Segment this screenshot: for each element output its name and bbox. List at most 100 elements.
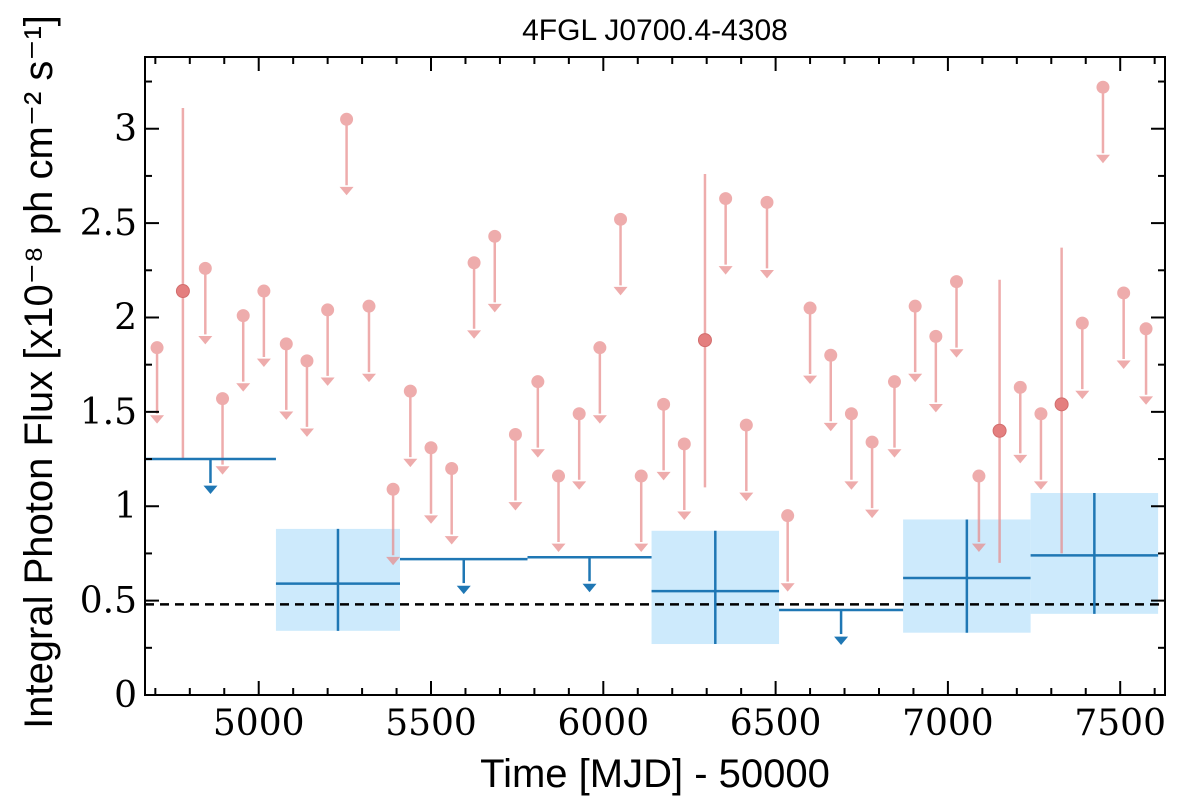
yearly-upper-limit-head [456, 585, 471, 595]
upper-limit-arrow-head [424, 515, 439, 524]
y-tick-label: 0 [114, 675, 137, 716]
upper-limit-arrow-head [236, 383, 251, 392]
upper-limit-arrow-head [299, 428, 314, 437]
upper-limit-arrow-head [1116, 360, 1131, 369]
upper-limit-arrow-head [487, 303, 502, 313]
upper-limit-point [445, 461, 459, 475]
upper-limit-arrow-head [780, 583, 795, 592]
upper-limit-arrow-head [718, 266, 733, 275]
detection-point [697, 333, 712, 348]
upper-limit-point [488, 229, 502, 243]
upper-limit-point [908, 299, 922, 313]
upper-limit-arrow-head [150, 415, 165, 424]
upper-limit-arrow-head [403, 458, 418, 468]
upper-limit-arrow-head [656, 471, 671, 481]
upper-limit-arrow-head [592, 415, 607, 424]
yearly-upper-limit-head [203, 485, 218, 495]
upper-limit-arrow-head [908, 373, 923, 383]
upper-limit-arrow-head [844, 481, 859, 490]
upper-limit-arrow-head [634, 543, 649, 553]
upper-limit-point [236, 309, 250, 323]
y-tick-label: 2 [114, 297, 137, 338]
fine-bin-series [150, 80, 1154, 592]
upper-limit-arrow-head [823, 422, 838, 432]
upper-limit-arrow-head [256, 358, 271, 368]
upper-limit-arrow-head [949, 349, 964, 358]
yearly-upper-limit-head [582, 583, 597, 593]
upper-limit-point [719, 192, 733, 206]
upper-limit-point [929, 329, 943, 343]
upper-limit-point [657, 397, 671, 411]
upper-limit-point [1117, 286, 1131, 300]
upper-limit-arrow-head [1139, 396, 1154, 405]
upper-limit-point [1096, 80, 1110, 94]
upper-limit-arrow-head [759, 269, 774, 279]
upper-limit-arrow-head [928, 403, 943, 413]
x-tick-label: 6000 [557, 703, 649, 744]
upper-limit-arrow-head [613, 286, 628, 296]
y-tick-label: 0.5 [80, 581, 137, 622]
upper-limit-point [739, 418, 753, 432]
chart-title: 4FGL J0700.4-4308 [522, 14, 788, 47]
upper-limit-arrow-head [572, 481, 587, 490]
upper-limit-point [614, 212, 628, 226]
upper-limit-arrow-head [361, 373, 376, 383]
yearly-upper-limit-head [834, 636, 849, 646]
x-axis-title: Time [MJD] - 50000 [480, 752, 830, 796]
upper-limit-point [362, 299, 376, 313]
x-tick-label: 7500 [1074, 703, 1166, 744]
axis-tick-labels: 5000 5500 6000 6500 7000 7500 0 0.5 1 1.5 2 2.5 3 [80, 109, 1166, 744]
upper-limit-point [1139, 322, 1153, 336]
detection-point [992, 423, 1007, 438]
upper-limit-point [824, 348, 838, 362]
upper-limit-arrow-head [551, 543, 566, 553]
upper-limit-point [1013, 380, 1027, 394]
upper-limit-arrow-head [803, 375, 818, 385]
upper-limit-arrow-head [215, 466, 230, 475]
upper-limit-arrow-head [739, 492, 754, 502]
upper-limit-point [803, 301, 817, 315]
upper-limit-point [424, 441, 438, 455]
upper-limit-point [386, 482, 400, 496]
upper-limit-arrow-head [467, 330, 482, 339]
upper-limit-point [321, 303, 335, 317]
upper-limit-arrow-head [677, 511, 692, 520]
plot-frame [144, 56, 1166, 696]
upper-limit-arrow-head [865, 509, 880, 519]
x-tick-label: 5500 [385, 703, 477, 744]
upper-limit-point [257, 284, 271, 298]
upper-limit-arrow-head [320, 377, 335, 386]
x-tick-label: 6500 [730, 703, 822, 744]
axis-ticks [145, 57, 1165, 696]
upper-limit-arrow-head [508, 502, 523, 511]
upper-limit-point [634, 469, 648, 483]
upper-limit-point [844, 407, 858, 421]
detection-point [175, 284, 190, 299]
detection-point [1054, 397, 1069, 412]
yearly-bin-bands [275, 493, 1159, 645]
upper-limit-arrow-head [530, 449, 545, 458]
upper-limit-arrow-head [1075, 390, 1090, 400]
upper-limit-point [340, 112, 354, 126]
upper-limit-point [781, 509, 795, 523]
upper-limit-point [593, 341, 607, 355]
upper-limit-arrow-head [1095, 154, 1110, 164]
y-tick-label: 1 [114, 486, 137, 527]
upper-limit-point [572, 407, 586, 421]
y-axis-title: Integral Photon Flux [x10⁻⁸ ph cm⁻² s⁻¹] [17, 15, 61, 729]
upper-limit-point [198, 261, 212, 275]
upper-limit-point [865, 435, 879, 449]
upper-limit-arrow-head [279, 411, 294, 420]
upper-limit-point [972, 469, 986, 483]
upper-limit-point [677, 437, 691, 451]
upper-limit-point [403, 384, 417, 398]
upper-limit-point [1075, 316, 1089, 330]
y-tick-label: 2.5 [80, 203, 137, 244]
upper-limit-point [279, 337, 293, 351]
upper-limit-arrow-head [444, 536, 459, 545]
upper-limit-arrow-head [887, 449, 902, 458]
upper-limit-point [1034, 407, 1048, 421]
upper-limit-point [300, 354, 314, 368]
x-tick-label: 7000 [902, 703, 994, 744]
